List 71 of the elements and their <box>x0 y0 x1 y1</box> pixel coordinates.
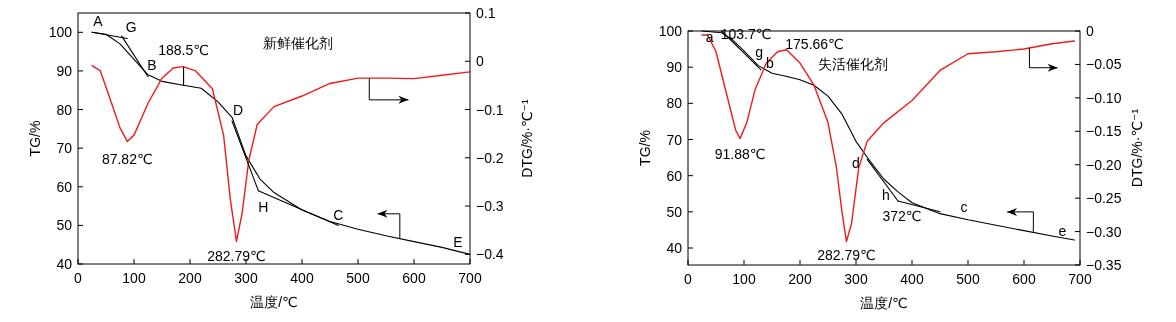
y-tick-label: 70 <box>666 131 683 148</box>
annotation: B <box>147 56 157 73</box>
y-tick-label: 100 <box>48 24 73 41</box>
y2-tick-label: −0.20 <box>1086 156 1122 173</box>
y2-tick-label: −0.35 <box>1086 257 1122 273</box>
y-tick-label: 90 <box>56 62 73 79</box>
x-tick-label: 500 <box>956 271 980 287</box>
x-tick-label: 100 <box>122 270 146 286</box>
y-axis-title: TG/% <box>637 130 653 166</box>
y2-tick-label: −0.10 <box>1086 89 1122 106</box>
x-axis-title: 温度/℃ <box>250 294 298 310</box>
annotation: d <box>852 155 860 172</box>
y-tick-label: 50 <box>56 217 73 234</box>
y2-tick-label: −0.25 <box>1086 190 1122 207</box>
y2-tick-label: −0.05 <box>1086 56 1122 73</box>
y-tick-label: 80 <box>56 101 73 118</box>
y2-tick-label: −0.4 <box>476 246 504 263</box>
annotation: g <box>755 43 764 60</box>
y2-tick-label: −0.2 <box>476 149 504 166</box>
y-tick-label: 80 <box>666 95 683 112</box>
annotation: e <box>1058 223 1067 240</box>
annotation: H <box>258 198 269 215</box>
y-tick-label: 40 <box>666 240 683 256</box>
y-tick-label: 100 <box>658 23 683 39</box>
x-tick-label: 200 <box>178 270 202 286</box>
y2-axis-title: DTG/%·℃⁻¹ <box>519 99 535 178</box>
x-tick-label: 100 <box>732 271 756 287</box>
y2-tick-label: −0.30 <box>1086 223 1122 240</box>
annotation: 87.82℃ <box>101 150 153 167</box>
x-tick-label: 0 <box>74 270 83 286</box>
annotation: A <box>93 13 104 30</box>
text: 新鲜催化剂 <box>262 35 333 52</box>
y2-tick-label: −0.3 <box>476 198 504 215</box>
y-axis-title: TG/% <box>27 120 43 157</box>
y2-tick-label: 0 <box>1086 23 1094 39</box>
annotation: C <box>333 207 344 224</box>
x-tick-label: 200 <box>788 271 812 287</box>
y-tick-label: 50 <box>666 203 683 220</box>
y-tick-label: 70 <box>56 140 73 157</box>
x-tick-label: 700 <box>1068 271 1092 287</box>
annotation: c <box>960 198 968 215</box>
annotation: 188.5℃ <box>158 42 209 59</box>
annotation: E <box>453 234 463 251</box>
y2-tick-label: 0.1 <box>476 5 496 21</box>
y2-tick-label: 0 <box>476 53 484 70</box>
x-tick-label: 600 <box>402 270 426 286</box>
y-tick-label: 60 <box>56 178 73 195</box>
x-tick-label: 400 <box>900 271 924 287</box>
y-tick-label: 40 <box>56 256 73 272</box>
text: 失活催化剂 <box>817 55 888 72</box>
annotation: D <box>232 102 244 119</box>
y-tick-label: 90 <box>666 59 683 76</box>
x-tick-label: 400 <box>290 270 314 286</box>
annotation: G <box>125 19 137 36</box>
x-tick-label: 0 <box>684 271 693 287</box>
x-axis-title: 温度/℃ <box>860 295 908 311</box>
y2-axis-title: DTG/%·℃⁻¹ <box>1129 108 1145 188</box>
x-tick-label: 600 <box>1012 271 1036 287</box>
x-tick-label: 300 <box>844 271 868 287</box>
annotation: 91.88℃ <box>714 145 766 162</box>
annotation: 175.66℃ <box>785 35 844 52</box>
annotation: h <box>882 186 890 203</box>
x-tick-label: 700 <box>458 270 482 286</box>
annotation: 372℃ <box>882 207 922 224</box>
y-tick-label: 60 <box>666 167 683 184</box>
y2-tick-label: −0.15 <box>1086 123 1122 140</box>
annotation: 282.79℃ <box>817 247 876 264</box>
y2-tick-label: −0.1 <box>476 101 504 118</box>
x-tick-label: 300 <box>234 270 258 286</box>
annotation: 282.79℃ <box>207 248 266 265</box>
x-tick-label: 500 <box>346 270 370 286</box>
